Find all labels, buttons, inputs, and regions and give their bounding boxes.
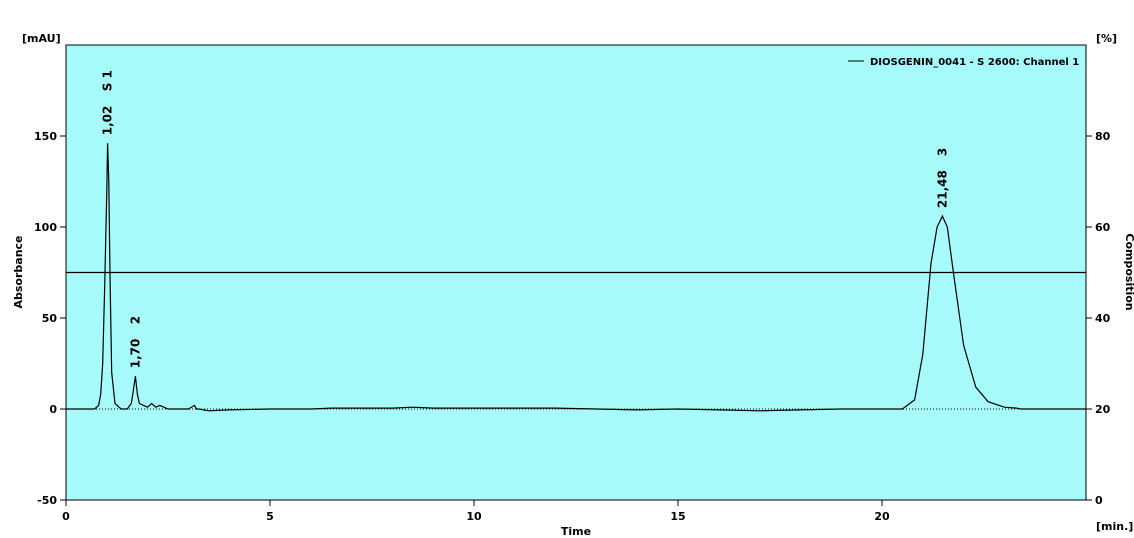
x-tick-label: 5 (266, 510, 274, 523)
x-tick-label: 15 (670, 510, 685, 523)
y-tick-label: -50 (37, 494, 57, 507)
y-tick-label: 50 (42, 312, 58, 325)
y-axis-ticks: -50 0 50 100 150 (34, 130, 66, 507)
x-tick-label: 20 (874, 510, 890, 523)
y2-tick-label: 60 (1095, 221, 1111, 234)
x-tick-label: 10 (466, 510, 482, 523)
y2-tick-label: 40 (1095, 312, 1111, 325)
peak-time-label: 1,02 (101, 106, 115, 136)
y2-axis-unit: [%] (1096, 32, 1117, 45)
y2-axis-ticks: 0 20 40 60 80 (1086, 130, 1111, 507)
peak-id-label: 3 (935, 148, 949, 156)
x-axis-title: Time (561, 525, 591, 538)
x-tick-label: 0 (62, 510, 70, 523)
peak-labels: 1,02 S 1 1,70 2 21,48 3 (101, 70, 950, 368)
x-axis-ticks: 0 5 10 15 20 (62, 500, 890, 523)
legend-entry: DIOSGENIN_0041 - S 2600: Channel 1 (870, 57, 1079, 68)
y-axis-title: Absorbance (12, 235, 25, 308)
peak-id-label: 2 (128, 316, 142, 324)
y-tick-label: 0 (49, 403, 57, 416)
y2-tick-label: 80 (1095, 130, 1111, 143)
x-axis-unit: [min.] (1096, 520, 1133, 533)
y2-tick-label: 20 (1095, 403, 1111, 416)
series-lines (66, 143, 1086, 412)
y2-tick-label: 0 (1095, 494, 1103, 507)
chromatogram-trace (66, 143, 1086, 412)
y2-axis-title: Composition (1123, 233, 1134, 310)
peak-time-label: 21,48 (935, 170, 949, 208)
y-axis-unit: [mAU] (22, 32, 61, 45)
y-tick-label: 150 (34, 130, 57, 143)
peak-time-label: 1,70 (128, 339, 142, 369)
y-tick-label: 100 (34, 221, 57, 234)
peak-id-label: S 1 (101, 70, 115, 91)
